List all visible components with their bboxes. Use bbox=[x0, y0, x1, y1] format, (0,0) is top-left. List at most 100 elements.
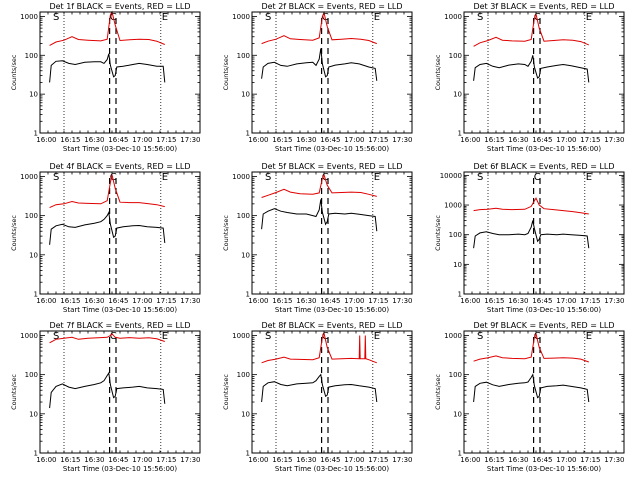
x-tick-label: 17:15 bbox=[156, 456, 176, 464]
x-tick-label: 17:00 bbox=[344, 456, 364, 464]
x-tick-label: 16:00 bbox=[460, 136, 480, 144]
x-tick-label: 17:30 bbox=[604, 136, 624, 144]
y-tick-label: 10 bbox=[29, 91, 38, 99]
x-tick-label: 17:00 bbox=[556, 136, 576, 144]
x-tick-label: 17:30 bbox=[604, 456, 624, 464]
x-tick-label: 16:15 bbox=[272, 297, 292, 305]
y-tick-label: 10 bbox=[29, 410, 38, 418]
series-lld-line bbox=[473, 197, 589, 215]
x-tick-label: 16:00 bbox=[248, 136, 268, 144]
y-tick-label: 1000 bbox=[232, 332, 250, 340]
x-tick-label: 17:00 bbox=[132, 136, 152, 144]
y-tick-label: 1000 bbox=[232, 173, 250, 181]
y-tick-label: 1000 bbox=[232, 13, 250, 21]
y-tick-label: 1 bbox=[34, 291, 38, 299]
y-tick-label: 1000 bbox=[444, 332, 462, 340]
x-tick-label: 17:30 bbox=[392, 136, 412, 144]
y-tick-label: 100 bbox=[25, 371, 38, 379]
x-tick-label: 16:30 bbox=[508, 297, 528, 305]
marker-end: E bbox=[162, 172, 168, 183]
x-tick-label: 16:15 bbox=[484, 136, 504, 144]
y-tick-label: 100 bbox=[25, 212, 38, 220]
series-lld-line bbox=[49, 174, 165, 209]
x-tick-label: 17:15 bbox=[580, 456, 600, 464]
x-tick-label: 16:30 bbox=[296, 297, 316, 305]
x-tick-label: 17:15 bbox=[156, 297, 176, 305]
x-tick-label: 16:45 bbox=[320, 136, 340, 144]
y-tick-label: 10 bbox=[241, 91, 250, 99]
y-axis-label: Counts/sec bbox=[10, 374, 18, 410]
x-tick-label: 17:15 bbox=[368, 136, 388, 144]
x-axis-label: Start Time (03-Dec-10 15:56:00) bbox=[487, 145, 601, 153]
y-tick-label: 1 bbox=[458, 130, 462, 138]
marker-end: E bbox=[162, 331, 168, 342]
x-tick-label: 17:30 bbox=[180, 136, 200, 144]
marker-start: S bbox=[265, 172, 271, 183]
marker-center: C bbox=[110, 172, 117, 183]
x-tick-label: 17:00 bbox=[344, 136, 364, 144]
y-tick-label: 1000 bbox=[20, 13, 38, 21]
x-tick-label: 16:45 bbox=[108, 297, 128, 305]
panel-title: Det 9f BLACK = Events, RED = LLD bbox=[473, 321, 614, 330]
x-tick-label: 16:45 bbox=[532, 297, 552, 305]
x-tick-label: 17:15 bbox=[368, 297, 388, 305]
series-events-line bbox=[261, 373, 378, 403]
y-tick-label: 100 bbox=[237, 212, 250, 220]
y-tick-label: 1 bbox=[458, 291, 462, 299]
series-events-line bbox=[473, 55, 590, 83]
x-tick-label: 17:30 bbox=[392, 456, 412, 464]
marker-end: E bbox=[162, 12, 168, 23]
series-lld-line bbox=[261, 11, 377, 45]
series-lld-line bbox=[261, 331, 377, 364]
y-tick-label: 10 bbox=[29, 251, 38, 259]
y-tick-label: 1 bbox=[246, 130, 250, 138]
y-axis-label: Counts/sec bbox=[10, 54, 18, 90]
x-axis-label: Start Time (03-Dec-10 15:56:00) bbox=[63, 306, 177, 314]
x-axis-label: Start Time (03-Dec-10 15:56:00) bbox=[275, 145, 389, 153]
x-tick-label: 17:15 bbox=[580, 136, 600, 144]
x-tick-label: 16:00 bbox=[248, 297, 268, 305]
x-tick-label: 17:30 bbox=[180, 456, 200, 464]
y-axis-label: Counts/sec bbox=[434, 215, 442, 251]
marker-start: S bbox=[477, 172, 483, 183]
x-tick-label: 17:00 bbox=[132, 297, 152, 305]
marker-start: S bbox=[477, 331, 483, 342]
y-tick-label: 1000 bbox=[20, 332, 38, 340]
x-axis-label: Start Time (03-Dec-10 15:56:00) bbox=[487, 465, 601, 473]
y-tick-label: 1 bbox=[34, 450, 38, 458]
y-tick-label: 1 bbox=[34, 130, 38, 138]
x-tick-label: 16:30 bbox=[508, 456, 528, 464]
y-tick-label: 1000 bbox=[20, 173, 38, 181]
y-axis-label: Counts/sec bbox=[222, 215, 230, 251]
x-axis-label: Start Time (03-Dec-10 15:56:00) bbox=[487, 306, 601, 314]
marker-end: E bbox=[374, 331, 380, 342]
y-tick-label: 10000 bbox=[440, 172, 462, 180]
panel-title: Det 6f BLACK = Events, RED = LLD bbox=[473, 162, 614, 171]
x-tick-label: 16:15 bbox=[272, 136, 292, 144]
y-tick-label: 10 bbox=[453, 261, 462, 269]
x-tick-label: 16:30 bbox=[84, 297, 104, 305]
y-tick-label: 100 bbox=[449, 231, 462, 239]
series-lld-line bbox=[473, 332, 589, 363]
x-tick-label: 16:15 bbox=[60, 297, 80, 305]
x-tick-label: 16:30 bbox=[84, 456, 104, 464]
x-tick-label: 17:15 bbox=[368, 456, 388, 464]
marker-start: S bbox=[265, 12, 271, 23]
x-tick-label: 17:30 bbox=[180, 297, 200, 305]
marker-end: E bbox=[586, 172, 592, 183]
y-tick-label: 100 bbox=[449, 52, 462, 60]
marker-center: C bbox=[110, 331, 117, 342]
marker-start: S bbox=[477, 12, 483, 23]
x-tick-label: 17:00 bbox=[556, 456, 576, 464]
y-tick-label: 100 bbox=[25, 52, 38, 60]
panel-title: Det 7f BLACK = Events, RED = LLD bbox=[49, 321, 190, 330]
x-tick-label: 16:00 bbox=[36, 297, 56, 305]
x-tick-label: 16:15 bbox=[60, 456, 80, 464]
series-events-line bbox=[473, 220, 590, 249]
marker-start: S bbox=[53, 12, 59, 23]
marker-start: S bbox=[53, 331, 59, 342]
